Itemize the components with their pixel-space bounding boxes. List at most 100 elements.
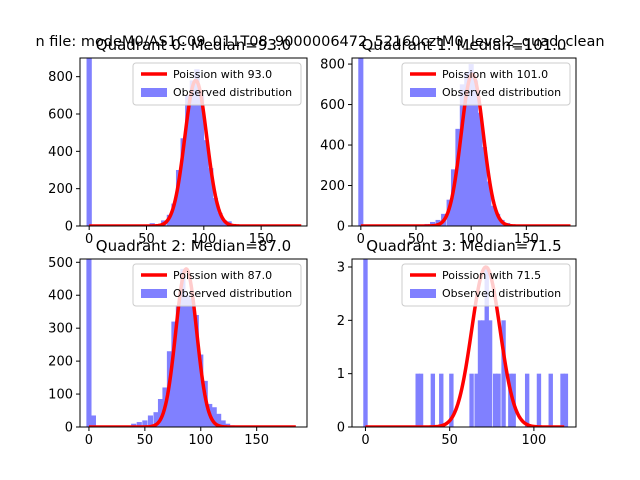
histogram-bar [358,58,364,226]
histogram-bar [468,64,474,226]
histogram-bar [86,58,92,226]
histogram-bar [430,373,436,427]
histogram-bar [492,373,498,427]
x-tick-label: 100 [191,232,216,247]
histogram-bar [189,298,195,427]
x-tick-label: 100 [188,433,213,448]
legend-hist-swatch [410,289,436,298]
x-tick-label: 50 [441,433,458,448]
y-tick-label: 200 [320,179,345,194]
histogram-bar [153,412,159,427]
x-tick-label: 50 [137,433,154,448]
subplot-quadrant-1: 0 50 100 150 0 200 400 600 800 Quadrant 1: Median… [320,36,577,247]
legend-hist-label: Observed distribution [173,287,292,300]
subplot-title: Quadrant 2: Median=87.0 [96,237,291,255]
y-tick-label: 0 [337,220,345,235]
x-tick-label: 0 [357,232,365,247]
histogram-bar [418,373,424,427]
y-tick-label: 400 [320,139,345,154]
legend-fit-label: Poission with 93.0 [173,68,272,81]
subplot-title: Quadrant 1: Median=101.0 [362,36,567,54]
x-tick-label: 50 [408,232,425,247]
histogram-bar [477,320,483,427]
histogram-bar [486,181,492,226]
histogram-bar [184,295,190,427]
legend-hist-label: Observed distribution [173,86,292,99]
y-tick-label: 0 [337,421,345,436]
y-tick-label: 300 [48,322,73,337]
histogram-bar [157,399,164,427]
histogram-bar [481,320,486,427]
histogram-bar [216,413,222,427]
histogram-bar [189,80,195,226]
histogram-bar [430,221,436,226]
histogram-bar [90,415,96,427]
histogram-bar [490,205,496,226]
legend-fit-label: Poission with 101.0 [442,68,548,81]
subplot-title: Quadrant 3: Median=71.5 [366,237,561,255]
x-tick-label: 150 [514,232,539,247]
legend: Poission with 101.0 Observed distribution [401,62,571,106]
histogram-bar [175,305,181,427]
legend-hist-label: Observed distribution [442,287,561,300]
histogram-bar [194,69,200,226]
y-tick-label: 0 [65,421,73,436]
histogram-bar [217,212,223,226]
histogram-bar [459,84,465,226]
histogram-bar [439,373,444,427]
histogram-bar [464,72,470,226]
histogram-bar [208,168,214,226]
axes-frame [351,258,577,428]
histogram-bar [536,373,542,427]
histogram-bar [175,170,182,226]
axes-frame [79,258,308,428]
histogram-bar [198,354,204,427]
x-tick-label: 0 [85,433,93,448]
histogram-bar [180,138,186,226]
y-tick-label: 400 [48,289,73,304]
y-tick-label: 600 [320,98,345,113]
histogram-bar [524,373,530,427]
histogram-bar [86,259,92,427]
x-tick-label: 100 [459,232,484,247]
histogram-bar [220,420,226,427]
legend-hist-swatch [410,88,436,97]
y-tick-label: 400 [48,145,73,160]
y-tick-label: 200 [48,355,73,370]
subplot-quadrant-2: 0 50 100 150 0 100 200 300 400 500 Quadrant 2: Med… [48,237,308,448]
histogram-bar [560,373,565,427]
x-tick-label: 50 [138,232,155,247]
histogram-bar [501,320,506,427]
histogram-bar [484,267,489,427]
histogram-bar [171,321,177,427]
legend: Poission with 71.5 Observed distribution [401,263,571,307]
fit-curve [364,265,565,427]
legend-box [132,263,302,307]
legend-fit-label: Poission with 87.0 [173,269,272,282]
histogram-bar [473,80,479,226]
y-tick-label: 800 [320,58,345,73]
y-tick-label: 2 [337,314,345,329]
x-tick-label: 150 [249,232,274,247]
histogram-bar [469,373,474,427]
histogram-bar [142,420,148,427]
histogram-bar [171,203,177,226]
histogram-bar [455,128,461,226]
histogram-bar [508,373,513,427]
axes-frame [79,57,308,227]
legend-box [401,62,571,106]
plot-area [358,58,572,226]
subplot-quadrant-0: 0 50 100 150 0 200 400 600 800 Quadrant 0: Median… [48,36,308,247]
y-tick-label: 0 [65,220,73,235]
legend-hist-swatch [141,289,167,298]
y-tick-label: 200 [48,182,73,197]
histogram-bar [363,259,368,427]
histogram-bar [563,373,569,427]
legend-hist-label: Observed distribution [442,86,561,99]
legend: Poission with 87.0 Observed distribution [132,263,302,307]
x-tick-label: 150 [244,433,269,448]
histogram-bar [203,140,209,226]
histogram-bar [180,268,186,427]
legend-box [132,62,302,106]
x-tick-label: 0 [85,232,93,247]
